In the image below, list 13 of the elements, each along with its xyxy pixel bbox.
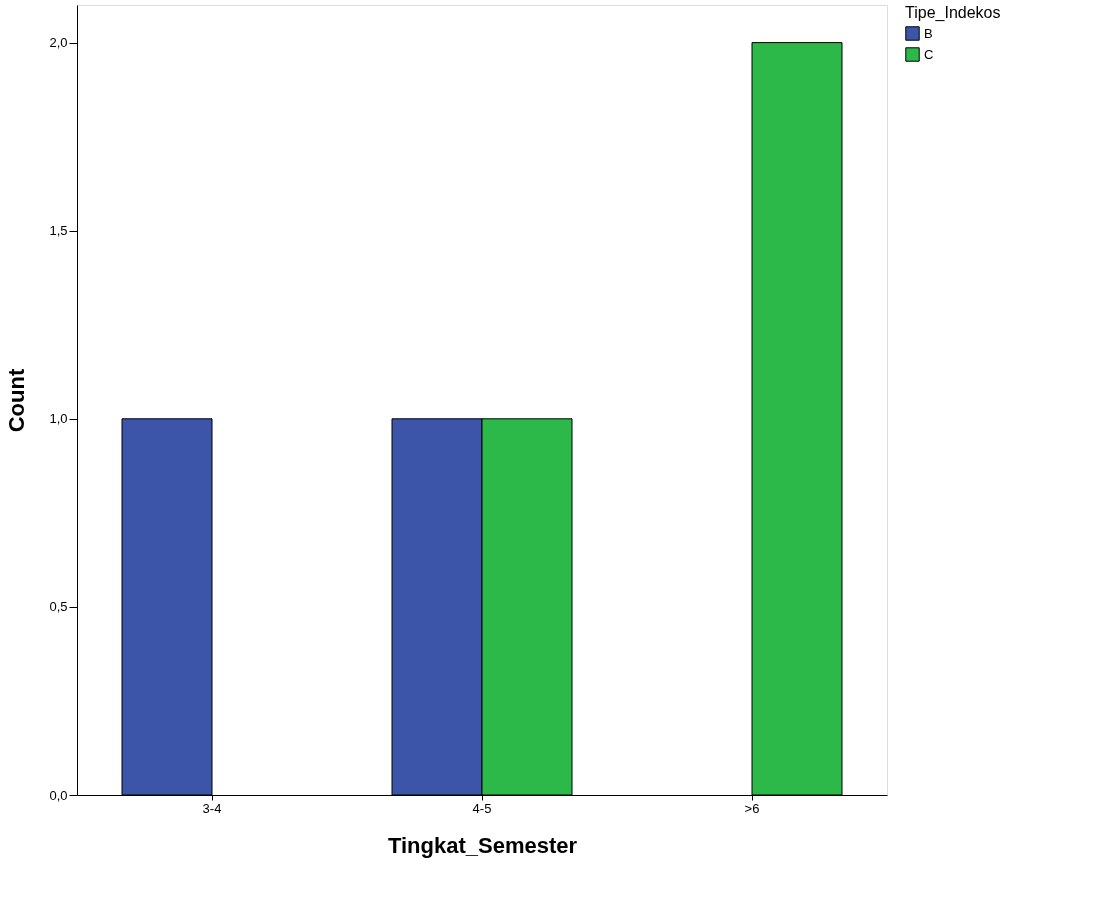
x-axis-title: Tingkat_Semester bbox=[387, 832, 578, 858]
y-tick-label: 0,5 bbox=[49, 599, 68, 615]
x-tick-label: >6 bbox=[744, 800, 760, 816]
legend-title: Tipe_Indekos bbox=[905, 4, 1001, 22]
legend-label: C bbox=[924, 46, 934, 62]
y-tick-label: 1,0 bbox=[49, 411, 68, 427]
y-tick-label: 2,0 bbox=[49, 35, 68, 51]
y-tick-label: 0,0 bbox=[49, 787, 68, 803]
x-tick-label: 4-5 bbox=[472, 800, 492, 816]
y-tick-label: 1,5 bbox=[49, 223, 68, 239]
x-tick-label: 3-4 bbox=[202, 800, 222, 816]
legend-label: B bbox=[924, 25, 933, 41]
y-axis-title: Count bbox=[4, 368, 30, 433]
